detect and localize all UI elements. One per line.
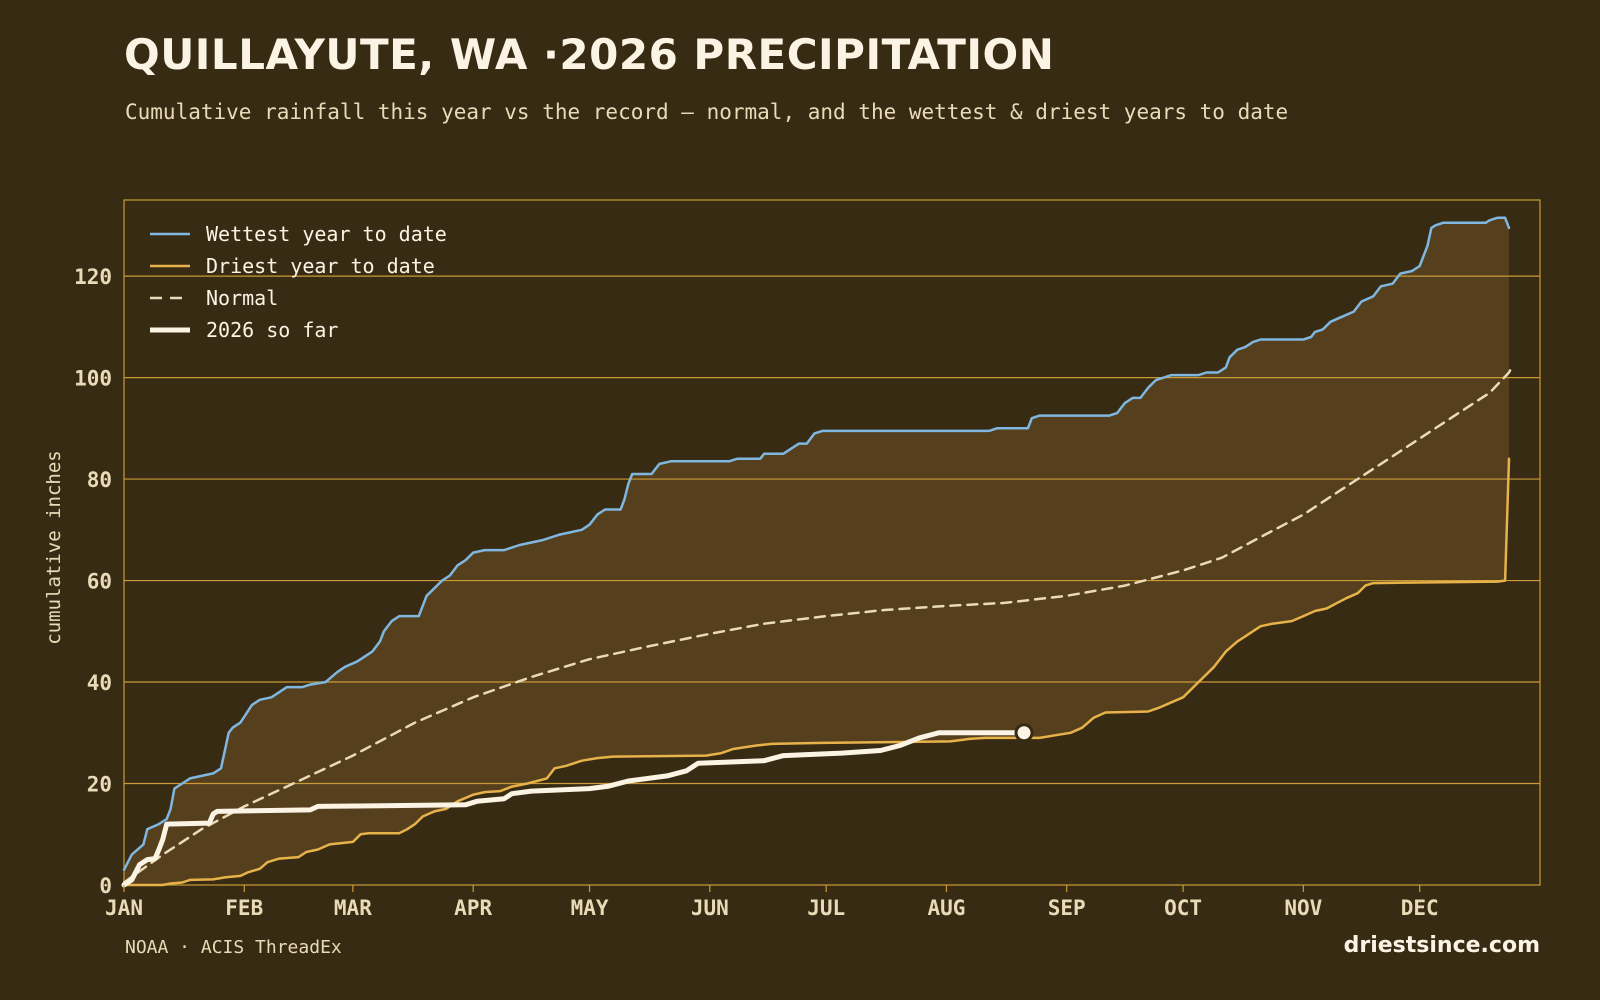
x-tick-label: SEP <box>1048 896 1086 920</box>
chart-subtitle: Cumulative rainfall this year vs the rec… <box>125 100 1289 124</box>
y-tick-label: 40 <box>87 671 112 695</box>
y-tick-label: 100 <box>74 367 112 391</box>
legend-label: Normal <box>206 286 278 310</box>
x-tick-label: APR <box>454 896 492 920</box>
series-line <box>121 730 1027 888</box>
x-tick-label: JAN <box>105 896 143 920</box>
series-line <box>122 216 1511 872</box>
x-tick-label: MAY <box>571 896 609 920</box>
chart-title: QUILLAYUTE, WA ·2026 PRECIPITATION <box>124 30 1055 79</box>
band-area <box>124 217 1509 886</box>
plot-frame <box>123 199 1541 886</box>
y-tick-label: 0 <box>99 874 112 898</box>
x-tick-label: NOV <box>1284 896 1322 920</box>
x-tick-label: JUL <box>807 896 845 920</box>
brand-link[interactable]: driestsince.com <box>1343 933 1540 958</box>
x-tick-label: FEB <box>225 896 263 920</box>
series-lines <box>121 216 1515 888</box>
legend-label: 2026 so far <box>206 318 338 342</box>
y-axis-ticks: 0 20 40 60 80 100 120 <box>74 265 112 898</box>
series-line <box>122 457 1511 887</box>
y-tick-label: 120 <box>74 265 112 289</box>
series-line <box>122 363 1515 884</box>
data-source: NOAA · ACIS ThreadEx <box>125 937 342 958</box>
x-tick-label: DEC <box>1401 896 1439 920</box>
gridlines <box>124 275 1540 785</box>
y-tick-label: 80 <box>87 468 112 492</box>
x-tick-label: AUG <box>927 896 965 920</box>
legend: Wettest year to date Driest year to date N… <box>150 222 447 342</box>
wet-dry-band <box>124 217 1509 886</box>
legend-label: Driest year to date <box>206 254 435 278</box>
y-tick-label: 60 <box>87 570 112 594</box>
x-tick-label: MAR <box>334 896 372 920</box>
legend-label: Wettest year to date <box>206 222 447 246</box>
y-tick-label: 20 <box>87 773 112 797</box>
y-axis-label: cumulative inches <box>43 450 65 644</box>
current-value-marker <box>1014 723 1034 743</box>
x-tick-label: OCT <box>1164 896 1202 920</box>
x-axis-ticks: JAN FEB MAR APR MAY JUN JUL AUG SEP OCT NOV DEC <box>105 885 1439 920</box>
x-tick-label: JUN <box>691 896 729 920</box>
